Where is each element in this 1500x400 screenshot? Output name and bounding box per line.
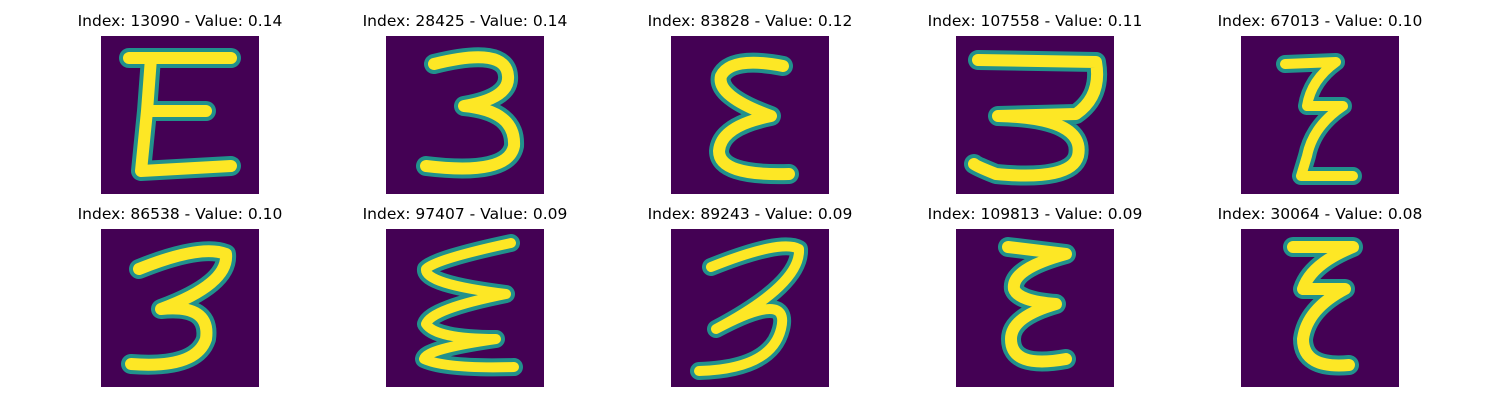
panel-title: Index: 28425 - Value: 0.14 <box>362 12 568 30</box>
panel-7: Index: 97407 - Value: 0.09 <box>345 205 585 395</box>
digit-image <box>671 36 829 194</box>
panel-title: Index: 67013 - Value: 0.10 <box>1217 12 1423 30</box>
panel-5: Index: 67013 - Value: 0.10 <box>1200 12 1440 202</box>
digit-image <box>671 229 829 387</box>
panel-2: Index: 28425 - Value: 0.14 <box>345 12 585 202</box>
digit-image <box>386 36 544 194</box>
digit-image <box>956 229 1114 387</box>
panel-title: Index: 30064 - Value: 0.08 <box>1217 205 1423 223</box>
panel-title: Index: 83828 - Value: 0.12 <box>647 12 853 30</box>
digit-image <box>101 36 259 194</box>
panel-title: Index: 13090 - Value: 0.14 <box>77 12 283 30</box>
digit-image <box>386 229 544 387</box>
panel-title: Index: 89243 - Value: 0.09 <box>647 205 853 223</box>
digit-image <box>1241 36 1399 194</box>
digit-image <box>956 36 1114 194</box>
panel-3: Index: 83828 - Value: 0.12 <box>630 12 870 202</box>
panel-8: Index: 89243 - Value: 0.09 <box>630 205 870 395</box>
digit-image <box>1241 229 1399 387</box>
panel-title: Index: 86538 - Value: 0.10 <box>77 205 283 223</box>
panel-10: Index: 30064 - Value: 0.08 <box>1200 205 1440 395</box>
panel-title: Index: 107558 - Value: 0.11 <box>927 12 1143 30</box>
panel-4: Index: 107558 - Value: 0.11 <box>915 12 1155 202</box>
panel-title: Index: 109813 - Value: 0.09 <box>927 205 1143 223</box>
panel-title: Index: 97407 - Value: 0.09 <box>362 205 568 223</box>
panel-1: Index: 13090 - Value: 0.14 <box>60 12 300 202</box>
digit-image <box>101 229 259 387</box>
panel-9: Index: 109813 - Value: 0.09 <box>915 205 1155 395</box>
panel-6: Index: 86538 - Value: 0.10 <box>60 205 300 395</box>
